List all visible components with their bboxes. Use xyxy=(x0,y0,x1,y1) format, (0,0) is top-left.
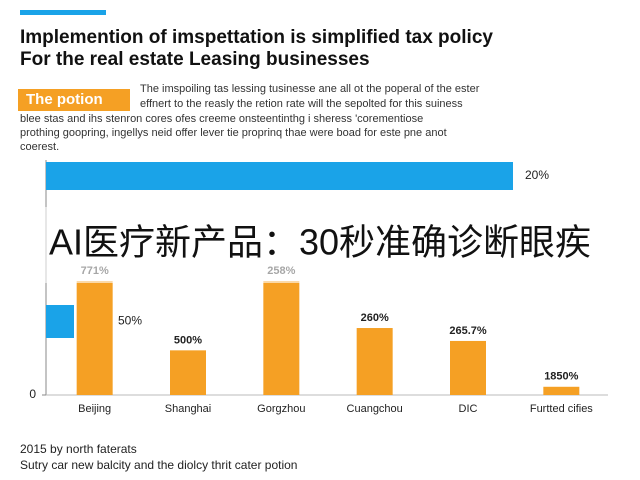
bar-chart: 20%50%0Beijing771%Shanghai500%Gorgzhou25… xyxy=(29,162,593,415)
bar xyxy=(543,386,580,395)
x-tick-label: Furtted cifies xyxy=(530,403,593,415)
para-line: effnert to the reasly the retion rate wi… xyxy=(140,98,463,110)
title: Implemention of imspettation is simplifi… xyxy=(20,27,493,48)
subtitle: For the real estate Leasing businesses xyxy=(20,49,370,70)
accent-strip xyxy=(20,10,106,15)
highlight-bar xyxy=(46,305,74,338)
para-line: blee stas and ihs stenron cores ofes cre… xyxy=(20,113,423,125)
bar xyxy=(356,328,393,395)
para-line: coerest. xyxy=(20,141,59,153)
x-tick-label: Shanghai xyxy=(165,403,212,415)
bar-label: 260% xyxy=(361,312,389,324)
para-line: prothing goopring, ingellys neid offer l… xyxy=(20,127,447,139)
source: 2015 by north faterats xyxy=(20,442,137,456)
overlay-band xyxy=(0,207,640,283)
overlay-caption: AI医疗新产品：30秒准确诊断眼疾 xyxy=(49,222,591,263)
bar xyxy=(263,281,300,395)
bar xyxy=(450,340,486,395)
y-tick-label: 0 xyxy=(29,387,36,401)
bar-label: 265.7% xyxy=(449,325,487,337)
bar xyxy=(76,281,113,395)
bar xyxy=(170,350,206,395)
x-tick-label: Beijing xyxy=(78,403,111,415)
x-tick-label: Gorgzhou xyxy=(257,403,305,415)
x-tick-label: DIC xyxy=(459,403,478,415)
bar-label: 1850% xyxy=(544,371,578,383)
para-line: The imspoiling tas lessing tusinesse ane… xyxy=(140,83,480,95)
highlight-label: 50% xyxy=(118,314,142,328)
x-tick-label: Cuangchou xyxy=(347,403,403,415)
note: Sutry car new balcity and the diolcy thr… xyxy=(20,458,297,472)
highlight-label: 20% xyxy=(525,168,549,182)
badge-bg xyxy=(18,89,130,111)
badge: The potion xyxy=(26,91,103,108)
bar-label: 500% xyxy=(174,334,202,346)
highlight-bar xyxy=(46,162,513,190)
